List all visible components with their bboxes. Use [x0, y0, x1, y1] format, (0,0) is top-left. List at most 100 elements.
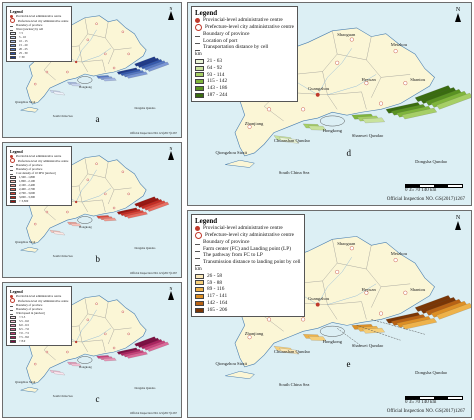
legend-swatch: [195, 287, 204, 293]
hongkong-label: Hongkong: [322, 128, 342, 134]
sea-label: South China Sea: [52, 254, 73, 259]
dongsha-label: Dongsha Qundao: [134, 106, 156, 111]
legend-swatch: [10, 199, 16, 203]
legend-class-label: 3,000 - 3,300: [19, 195, 35, 199]
legend-class: 20 - 25: [10, 47, 68, 51]
line-icon: [10, 303, 13, 307]
legend-class-label: 93 - 114: [207, 71, 225, 78]
prefecture-centre-marker: [34, 362, 37, 366]
legend-swatch: [10, 51, 16, 55]
meizhou-label: Meizhou: [390, 251, 408, 257]
legend-class-label: > 8.0: [19, 339, 26, 343]
legend-unit: km: [195, 51, 202, 58]
hongkong-label: Hongkong: [79, 225, 92, 230]
prefecture-centre-marker: [34, 82, 37, 86]
legend-class-label: 5.5 - 6.0: [19, 319, 29, 323]
legend-swatch: [10, 187, 16, 191]
legend-swatch: [10, 183, 16, 187]
legend-item-label: Prefecture-level city administrative cen…: [18, 18, 69, 23]
legend-item: Prefecture-level city administrative cen…: [10, 158, 68, 163]
provincial-centre-marker: [74, 340, 78, 344]
provincial-centre-marker: [315, 302, 320, 307]
legend-item-label: Farm center (FC) and Landing point (LP): [203, 245, 291, 252]
prefecture-centre-marker: [95, 302, 98, 305]
legend-class-label: 6.0 - 6.5: [19, 323, 29, 327]
legend-item: Provincial-level administrative centre: [10, 14, 68, 18]
offshore-cell: [126, 351, 148, 359]
line-icon: [195, 239, 200, 246]
inspection-number: Official Inspection NO. GS(2017)1267: [130, 131, 177, 135]
legend-class: 93 - 114: [195, 72, 294, 79]
legend-item: Prefecture-level city administrative cen…: [10, 18, 68, 23]
qiongzhou-label: Qiongzhou Strait: [215, 360, 248, 366]
offshore-cell: [102, 217, 117, 222]
line-icon: [195, 246, 200, 252]
legend-swatch: [10, 43, 16, 47]
legend-item-label: Boundary of province: [16, 163, 43, 167]
offshore-cell: [70, 83, 82, 87]
sea-label: South China Sea: [278, 381, 310, 387]
legend-class: 6.0 - 6.5: [10, 323, 68, 327]
dongsha-label: Dongsha Qundao: [415, 158, 448, 164]
circle-icon: [10, 158, 15, 163]
north-arrow-icon: N: [453, 215, 463, 230]
legend-item-label: Prefecture-level city administrative cen…: [18, 298, 69, 303]
legend-class-label: 2,400 - 2,700: [19, 187, 35, 191]
line-icon: [10, 23, 13, 27]
legend-swatch: [10, 35, 16, 39]
offshore-cell: [52, 91, 65, 96]
dot-icon: [10, 154, 13, 158]
line-icon: [10, 307, 13, 311]
prefecture-centre-marker: [121, 170, 125, 174]
legend-class: < 5.5: [10, 315, 68, 319]
prefecture-centre-marker: [95, 22, 98, 25]
legend-item-label: Boundary of province: [203, 30, 250, 37]
offshore-cell: [401, 318, 437, 330]
hainan-island: [225, 371, 255, 380]
legend-item-label: Prefecture-level city administrative cen…: [205, 231, 294, 238]
prefecture-centre-marker: [121, 30, 125, 34]
legend-swatch: [195, 273, 204, 279]
provincial-centre-marker: [315, 92, 320, 97]
hongkong-outline: [319, 325, 345, 337]
legend-class: 117 - 141: [195, 293, 301, 300]
legend-item: Boundary of province: [10, 307, 68, 311]
legend-class: 143 - 186: [195, 85, 294, 92]
legend: Legend Provincial-level administrative ce…: [6, 6, 73, 62]
legend-class: 10 - 15: [10, 39, 68, 43]
prefecture-centre-marker: [112, 346, 116, 350]
legend-swatch: [10, 31, 16, 35]
hainan-island: [20, 246, 39, 253]
legend-class-label: 165 - 206: [207, 306, 228, 313]
dot-icon: [10, 14, 13, 18]
province-boundary: [322, 239, 338, 305]
map-panel-b: Legend Provincial-level administrative ce…: [2, 142, 182, 278]
shanwei-label: Shanwei Qundao: [351, 132, 384, 138]
zhanjiang-label: Zhanjiang: [244, 331, 264, 337]
offshore-cell: [308, 125, 327, 131]
legend-swatch: [195, 92, 204, 98]
hongkong-outline: [77, 356, 93, 364]
map-panel-e: Legend Provincial-level administrative ce…: [187, 210, 472, 418]
prefecture-centre-marker: [301, 107, 306, 112]
map-svg: [3, 3, 181, 137]
legend-class: 2,700 - 3,000: [10, 191, 68, 195]
legend-class: 5.5 - 6.0: [10, 319, 68, 323]
prefecture-centre-marker: [121, 310, 125, 314]
province-boundary: [105, 301, 115, 345]
north-arrow-icon: N: [167, 146, 175, 160]
prefecture-centre-marker: [403, 81, 408, 86]
legend-swatch: [10, 323, 16, 327]
legend-item: Boundary of province: [10, 23, 68, 27]
hongkong-outline: [77, 216, 93, 224]
line-icon: [10, 311, 13, 315]
legend-item: Boundary of province: [10, 303, 68, 307]
legend-class: 21 - 63: [195, 58, 294, 65]
province-boundary: [322, 30, 338, 95]
legend: Legend Provincial-level administrative ce…: [191, 6, 298, 102]
shanwei-label: Shanwei Qundao: [351, 343, 384, 349]
chuanshan-label: Chuanshan Qundao: [273, 138, 311, 144]
prefecture-centre-marker: [301, 317, 306, 322]
legend-item: Provincial-level administrative centre: [10, 154, 68, 158]
panel-letter: d: [346, 148, 351, 159]
